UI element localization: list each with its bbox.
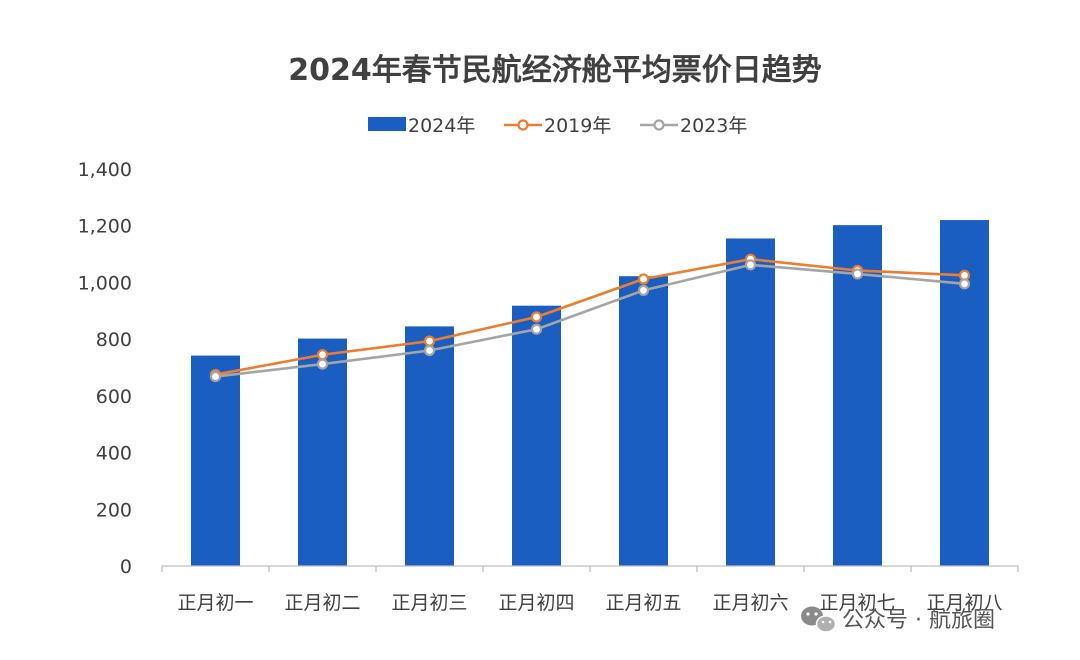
data-point: [637, 284, 650, 296]
series-line: [215, 263, 965, 378]
y-tick-label: 0: [120, 556, 132, 578]
x-tick-label: 正月初五: [605, 592, 681, 614]
data-point: [530, 323, 543, 335]
y-tick-label: 1,200: [78, 216, 132, 238]
y-tick-label: 200: [96, 499, 132, 521]
y-tick-label: 1,000: [78, 272, 132, 294]
data-point: [530, 311, 543, 323]
data-point: [423, 335, 436, 347]
bar-series: [191, 220, 989, 567]
data-point: [209, 370, 222, 383]
bar: [405, 326, 454, 566]
bar: [833, 225, 882, 566]
data-point: [423, 344, 436, 357]
y-tick-label: 600: [96, 386, 132, 408]
data-point: [637, 273, 650, 285]
legend-label: 2019年: [544, 115, 611, 137]
bar: [298, 338, 347, 566]
legend-marker: [653, 119, 665, 131]
legend-marker: [517, 119, 529, 131]
data-point: [316, 358, 329, 370]
bar: [512, 305, 561, 566]
bar: [619, 276, 668, 566]
chart-title: 2024年春节民航经济舱平均票价日趋势: [288, 53, 822, 88]
y-axis: 0 200 400 600 800 1,000 1,200 1,400: [78, 159, 132, 578]
x-tick-label: 正月初三: [391, 592, 467, 614]
y-tick-label: 800: [96, 329, 132, 351]
wechat-icon: [801, 606, 837, 633]
x-tick-label: 正月初一: [177, 592, 253, 614]
x-tick-label: 正月初七: [819, 592, 895, 614]
legend: 2024年 2019年 2023年: [368, 115, 747, 137]
watermark: 公众号 · 航旅圈: [801, 606, 995, 633]
data-point: [744, 259, 757, 271]
data-point: [851, 268, 864, 280]
bar: [191, 355, 240, 566]
legend-label: 2024年: [408, 115, 475, 137]
watermark-text: 公众号 · 航旅圈: [842, 608, 995, 633]
line-series: [209, 253, 971, 383]
x-tick-label: 正月初二: [284, 592, 360, 614]
data-point: [316, 349, 329, 361]
legend-label: 2023年: [680, 115, 747, 137]
y-tick-label: 400: [96, 443, 132, 465]
series-line: [215, 257, 965, 376]
legend-swatch: [368, 117, 406, 131]
x-tick-label: 正月初六: [712, 592, 788, 614]
y-tick-label: 1,400: [78, 159, 132, 181]
x-axis: 正月初一 正月初二 正月初三 正月初四 正月初五 正月初六 正月初七 正月初八: [161, 565, 1019, 614]
data-point: [958, 278, 971, 290]
bar: [726, 238, 775, 566]
x-tick-label: 正月初四: [498, 592, 574, 614]
x-tick-label: 正月初八: [926, 592, 1002, 614]
